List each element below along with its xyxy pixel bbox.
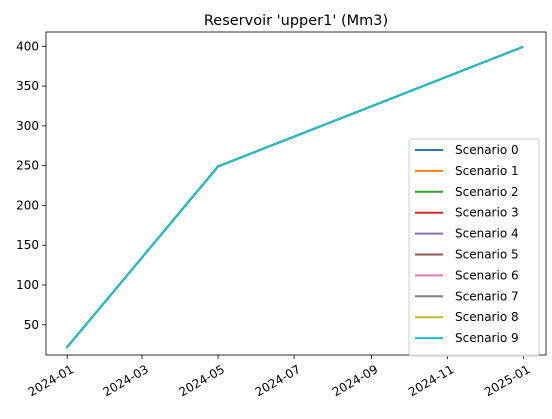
y-tick-label: 400: [16, 39, 39, 53]
legend-label: Scenario 1: [455, 164, 519, 178]
y-tick-label: 350: [16, 79, 39, 93]
x-tick-label: 2024-07: [253, 362, 303, 399]
legend-label: Scenario 7: [455, 289, 519, 303]
plot-frame: [45, 31, 547, 356]
y-axis: 50 100 150 200 250 300 350 400: [16, 39, 46, 332]
x-tick-label: 2024-03: [100, 362, 150, 399]
y-tick-label: 50: [24, 318, 39, 332]
y-tick-label: 200: [16, 198, 39, 212]
legend-label: Scenario 3: [455, 206, 519, 220]
legend-label: Scenario 4: [455, 227, 519, 241]
y-tick-label: 100: [16, 278, 39, 292]
legend-label: Scenario 2: [455, 185, 519, 199]
legend-label: Scenario 9: [455, 331, 519, 345]
x-tick-label: 2024-09: [330, 362, 380, 399]
series-line-scenario-9: [65, 45, 524, 349]
x-tick-label: 2024-05: [177, 362, 227, 399]
y-tick-label: 300: [16, 119, 39, 133]
x-axis: 2024-01 2024-03 2024-05 2024-07 2024-09 2024-…: [26, 355, 532, 399]
legend-label: Scenario 8: [455, 310, 519, 324]
legend-label: Scenario 6: [455, 268, 519, 282]
x-tick-label: 2024-01: [26, 362, 76, 399]
legend-box: [408, 138, 540, 357]
chart-title: Reservoir 'upper1' (Mm3): [204, 13, 388, 29]
x-tick-label: 2024-11: [406, 362, 456, 399]
legend: Scenario 0 Scenario 1 Scenario 2 Scenario 3…: [408, 138, 540, 357]
y-tick-label: 150: [16, 238, 39, 252]
series-layer: [65, 45, 524, 349]
y-tick-label: 250: [16, 159, 39, 173]
x-tick-label: 2025-01: [482, 362, 532, 399]
legend-label: Scenario 0: [455, 143, 519, 157]
legend-label: Scenario 5: [455, 248, 519, 262]
